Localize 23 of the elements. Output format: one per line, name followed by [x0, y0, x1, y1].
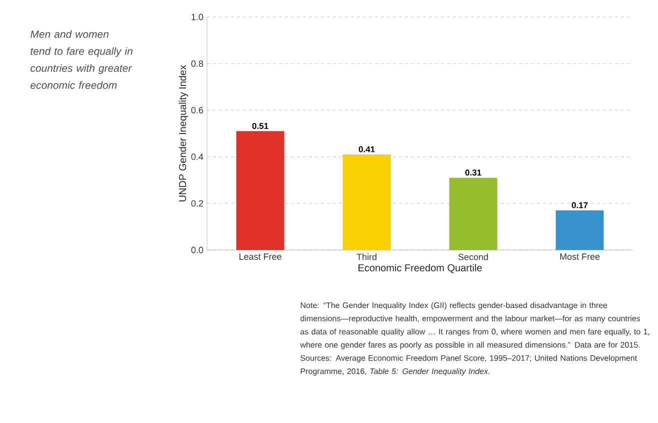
y-tick-label: 0.8	[191, 60, 204, 67]
x-tick-label: Most Free	[560, 254, 600, 260]
data-label: 0.51	[252, 122, 268, 129]
y-tick-label: 0.6	[191, 107, 204, 114]
text: Men and women tend to fare equally in countries with greater economic freedom	[30, 30, 132, 89]
y-tick-label: 0.4	[191, 154, 204, 160]
bar	[556, 210, 604, 250]
bar	[342, 154, 391, 250]
data-label: 0.31	[465, 170, 482, 176]
bar	[236, 131, 284, 250]
y-tick-label: 1.0	[192, 14, 204, 20]
x-axis-title: Economic Freedom Quartile	[358, 264, 482, 274]
x-tick-label: Third	[356, 254, 376, 260]
bar	[449, 178, 498, 250]
data-label: 0.17	[572, 202, 588, 208]
y-tick-label: 0.2	[191, 200, 204, 207]
y-tick-label: 0.0	[191, 246, 204, 254]
text: Note: “The Gender Inequality Index (GII) reflects gender-based disadvantage in three dimensions—reproductive health, empowerment and the labour market—for as many countries as data of reasonable quality allow … It ranges from 0, where women and men fare equally, to 1, where one gender fares as poorly as possible in all measured dimensions.” Data are for 2015.	[300, 302, 650, 350]
y-axis-title: UNDP Gender Inequality Index	[178, 64, 188, 202]
x-tick-label: Least Free	[239, 254, 282, 260]
data-label: 0.41	[358, 146, 375, 152]
source-note: Sources: Average Economic Freedom Panel Score, 1995–2017; United Nations Development Programme, 2016, Table 5: Gender Inequality Index.	[300, 354, 638, 376]
x-tick-label: Second	[458, 254, 488, 260]
